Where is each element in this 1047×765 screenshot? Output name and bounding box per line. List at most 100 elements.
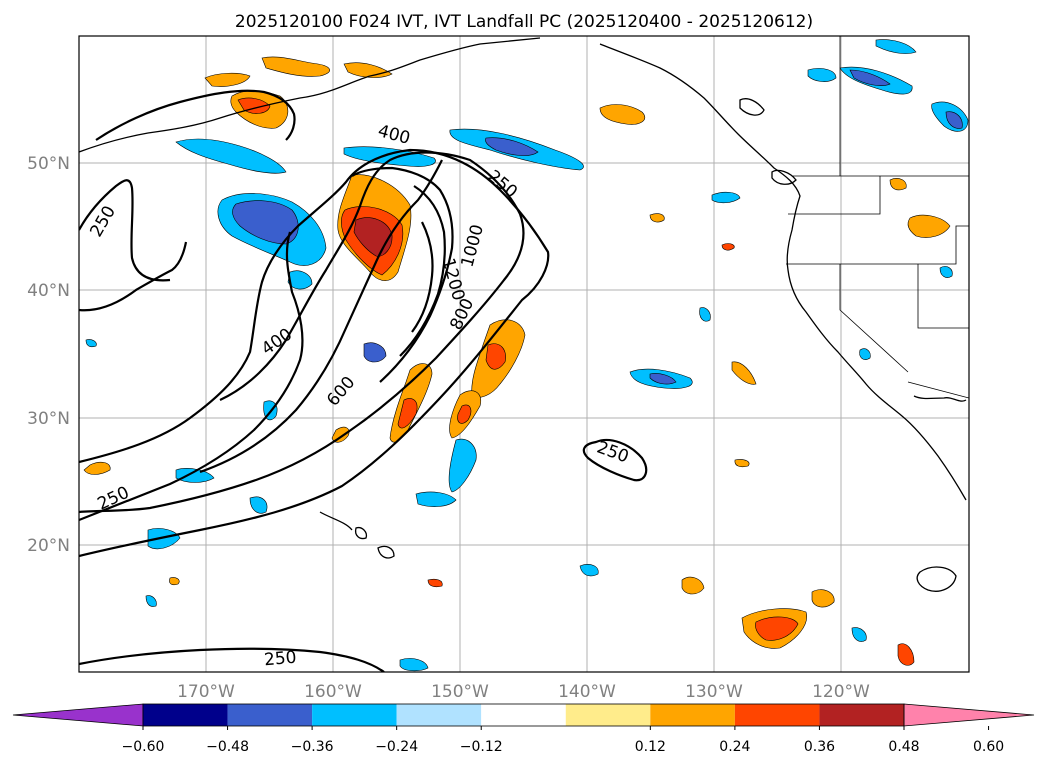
lon-label-170w: 170°W: [177, 682, 235, 702]
border-nv-az: [917, 264, 969, 329]
ivt-contour-600: [199, 159, 443, 474]
coastlines: [79, 37, 967, 592]
colorbar-tick-label: 0.36: [804, 739, 835, 755]
pc-positive-inland-2: [889, 178, 907, 191]
pc-positive-small-6: [734, 459, 750, 468]
ivt-contour-1200: [411, 221, 434, 333]
pc-negative-central-1-core: [649, 373, 677, 385]
pc-positive-inland-1: [907, 214, 951, 238]
pc-positive-south-2: [681, 576, 705, 595]
pc-negative-canada-1: [807, 68, 837, 82]
coastline-vancouver-island: [771, 169, 797, 185]
colorbar-tick-label: 0.60: [973, 739, 1004, 755]
pc-negative-small-5: [145, 595, 157, 607]
lat-label-50n: 50°N: [27, 154, 70, 174]
pc-positive-south-3: [811, 589, 835, 608]
pc-negative-small-12: [859, 348, 871, 360]
colorbar-tick-label: 0.48: [888, 739, 919, 755]
colorbar-swatch: [650, 704, 735, 726]
pc-negative-small-7: [851, 627, 867, 642]
pc-positive-small-4: [721, 243, 735, 251]
pc-negative-small-10: [939, 266, 953, 278]
pc-negative-canada-3-core: [945, 111, 963, 129]
lat-label-30n: 30°N: [27, 409, 70, 429]
border-or-ca: [786, 225, 969, 265]
coastline-hawaii-2: [354, 526, 368, 540]
pc-positive-small-2: [83, 461, 111, 475]
colorbar-swatch: [734, 704, 820, 726]
colorbar-extend-low: [12, 703, 144, 727]
colorbar: −0.60 −0.48 −0.36 −0.24 −0.12 0.12 0.24 0.36 0.4…: [12, 703, 1035, 755]
colorbar-swatch: [396, 704, 482, 726]
pc-negative-aleutian: [175, 138, 287, 174]
pc-positive-band-2-core: [397, 398, 418, 429]
pc-negative-south-5: [175, 468, 215, 483]
pc-positive-small-7: [427, 578, 443, 588]
figure-title: 2025120100 F024 IVT, IVT Landfall PC (20…: [235, 12, 813, 32]
border-wa-or: [788, 176, 881, 215]
colorbar-swatch: [481, 704, 566, 726]
pc-negative-north-1: [343, 146, 436, 167]
ivt-contour-400: [79, 151, 525, 514]
coastline-bc-islands: [739, 98, 765, 116]
pc-positive-gulf-core: [237, 97, 271, 114]
pc-negative-south-3: [147, 528, 181, 550]
colorbar-tick-label: −0.36: [291, 739, 334, 755]
pc-negative-gulf-core: [485, 137, 539, 156]
pc-negative-canada-4: [875, 39, 917, 54]
lon-label-120w: 120°W: [812, 682, 870, 702]
colorbar-tick-label: −0.48: [206, 739, 249, 755]
pc-negative-small-9: [699, 307, 711, 322]
pc-negative-small-8: [579, 564, 599, 577]
pc-positive-south-4: [897, 643, 915, 666]
colorbar-frame: [142, 703, 905, 727]
colorbar-tick-label: −0.60: [122, 739, 165, 755]
coastline-west-coast: [599, 43, 967, 501]
coastline-alaska-south: [79, 37, 541, 153]
contour-label-11: 250: [263, 648, 297, 671]
pc-positive-alaska-2: [261, 56, 330, 77]
border-us-mexico: [907, 381, 969, 399]
pc-negative-south-2: [415, 491, 457, 507]
colorbar-tick-label: 0.12: [635, 739, 666, 755]
colorbar-tick-label: −0.12: [460, 739, 503, 755]
lat-label-20n: 20°N: [27, 536, 70, 556]
pc-filled-regions: [83, 39, 969, 672]
pc-negative-small-2: [711, 191, 741, 204]
lat-label-40n: 40°N: [27, 281, 70, 301]
ivt-contour-250-main: [79, 148, 550, 558]
colorbar-tick-label: −0.24: [375, 739, 418, 755]
lon-label-150w: 150°W: [431, 682, 489, 702]
colorbar-swatch: [143, 704, 228, 726]
pc-positive-band-1-core: [485, 343, 506, 370]
lon-label-140w: 140°W: [558, 682, 616, 702]
ivt-contour-250-inner: [79, 231, 304, 522]
ivt-contour-1000: [399, 185, 446, 357]
ivt-contour-250-north: [95, 89, 296, 141]
pc-negative-small-11: [85, 339, 97, 348]
pc-positive-band-3-core: [457, 404, 472, 424]
pc-positive-alaska-1: [204, 72, 251, 87]
political-borders: [786, 36, 969, 399]
border-ca-nv: [839, 264, 909, 373]
coastline-hawaii-1: [319, 511, 353, 531]
colorbar-swatch: [819, 704, 904, 726]
pc-positive-small-8: [169, 577, 180, 586]
coastline-baja-gulf: [913, 395, 967, 402]
pc-negative-small-6: [399, 658, 429, 672]
lon-label-130w: 130°W: [685, 682, 743, 702]
map-frame: [78, 35, 970, 673]
colorbar-extend-high: [903, 703, 1035, 727]
coastline-hawaii-3: [377, 545, 395, 559]
colorbar-swatch: [227, 704, 313, 726]
coastline-island-se: [916, 566, 957, 592]
lon-label-160w: 160°W: [304, 682, 362, 702]
ivt-contours: [79, 89, 648, 672]
pc-negative-small-3: [363, 342, 387, 363]
colorbar-tick-label: 0.24: [719, 739, 750, 755]
pc-negative-south-4: [249, 496, 268, 514]
colorbar-swatch: [312, 704, 397, 726]
pc-negative-south-1: [448, 438, 477, 493]
ivt-contour-250-west-2: [79, 179, 171, 282]
